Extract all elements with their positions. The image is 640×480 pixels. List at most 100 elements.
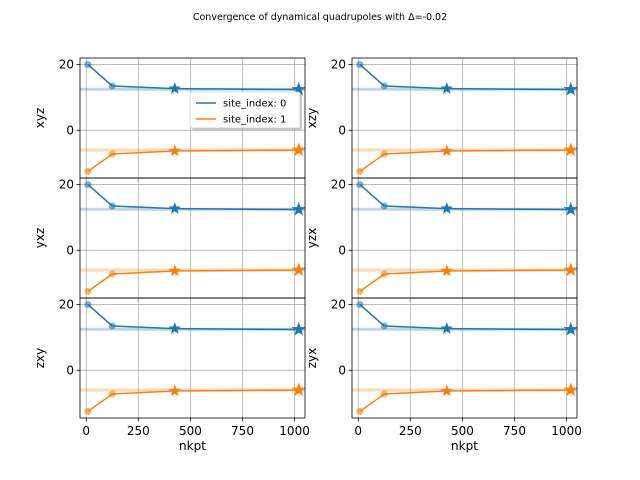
legend: site_index: 0 site_index: 1 (189, 91, 302, 130)
data-point-star (168, 144, 181, 157)
data-point-star (168, 82, 181, 94)
y-tick-label: 0 (338, 243, 346, 257)
axes-frame (351, 297, 578, 419)
data-point (108, 322, 116, 330)
legend-box (189, 91, 301, 129)
data-point (356, 61, 364, 69)
data-point (356, 181, 364, 189)
data-point (84, 407, 92, 415)
data-point-star (291, 262, 306, 277)
data-point (356, 167, 364, 175)
subplot-zxy: 20 0 0 250 500 750 1000 zxy nkpt (33, 298, 310, 453)
y-axis-label: yxz (33, 228, 47, 249)
data-point (380, 82, 388, 90)
y-axis-label: yzx (305, 228, 319, 249)
data-point (356, 407, 364, 415)
data-point-star (440, 264, 453, 277)
data-point (108, 390, 116, 398)
subplot-xyz: 20 0 xyz (33, 58, 306, 182)
y-tick-label: 20 (59, 298, 74, 312)
y-axis-label: zyx (305, 348, 319, 369)
series-line (359, 304, 571, 331)
y-axis-label: xyz (33, 108, 47, 129)
data-point-star (168, 384, 181, 397)
y-tick-label: 20 (59, 58, 74, 72)
data-point-star (440, 144, 453, 157)
data-point-star (291, 322, 306, 336)
series-line (87, 389, 299, 413)
data-point (84, 287, 92, 295)
data-point-star (291, 82, 306, 96)
data-point (108, 150, 116, 158)
y-tick-label: 0 (66, 123, 74, 137)
y-tick-label: 20 (59, 178, 74, 192)
series-line (87, 269, 299, 293)
x-axis-label: nkpt (179, 439, 206, 453)
data-point-star (291, 382, 306, 397)
data-point-star (440, 82, 453, 94)
axes-frame (79, 297, 306, 419)
y-tick-label: 0 (66, 243, 74, 257)
series-line (87, 149, 299, 173)
data-point-star (440, 384, 453, 397)
data-point-star (563, 82, 578, 96)
x-tick-label: 750 (231, 424, 254, 438)
y-tick-label: 0 (338, 363, 346, 377)
data-point-star (168, 322, 181, 334)
data-point (84, 181, 92, 189)
x-tick-label: 1000 (279, 424, 310, 438)
subplot-xzy: 20 0 xzy (305, 58, 578, 182)
series-line (359, 149, 571, 173)
data-point (380, 150, 388, 158)
chart-title: Convergence of dynamical quadrupoles wit… (193, 12, 447, 23)
data-point (380, 322, 388, 330)
data-point-star (291, 142, 306, 157)
y-tick-label: 0 (66, 363, 74, 377)
x-tick-label: 250 (399, 424, 422, 438)
x-tick-label: 500 (451, 424, 474, 438)
series-line (359, 64, 571, 91)
y-axis-label: xzy (305, 108, 319, 129)
data-point (84, 61, 92, 69)
x-tick-label: 1000 (551, 424, 582, 438)
data-point-star (440, 202, 453, 214)
data-point (84, 167, 92, 175)
data-point (108, 202, 116, 210)
x-tick-label: 0 (354, 424, 362, 438)
subplot-yxz: 20 0 yxz (33, 178, 306, 302)
data-point-star (168, 264, 181, 277)
x-tick-label: 0 (82, 424, 90, 438)
data-point-star (563, 322, 578, 336)
series-line (359, 389, 571, 413)
data-point-star (168, 202, 181, 214)
y-tick-label: 0 (338, 123, 346, 137)
y-tick-label: 20 (331, 298, 346, 312)
data-point-star (563, 382, 578, 397)
y-axis-label: zxy (33, 348, 47, 369)
y-tick-label: 20 (331, 58, 346, 72)
x-axis-label: nkpt (451, 439, 478, 453)
data-point-star (563, 142, 578, 157)
data-point-star (291, 202, 306, 216)
x-tick-label: 250 (127, 424, 150, 438)
data-point (380, 390, 388, 398)
y-tick-label: 20 (331, 178, 346, 192)
data-point (84, 301, 92, 309)
series-line (359, 184, 571, 211)
series-line (87, 184, 299, 211)
data-point-star (440, 322, 453, 334)
legend-label: site_index: 0 (223, 99, 286, 110)
subplot-zyx: 20 0 0 250 500 750 1000 zyx nkpt (305, 298, 582, 453)
legend-label: site_index: 1 (223, 115, 286, 126)
data-point-star (563, 202, 578, 216)
data-point (356, 301, 364, 309)
x-tick-label: 750 (503, 424, 526, 438)
data-point (108, 82, 116, 90)
data-point (380, 270, 388, 278)
data-point-star (563, 262, 578, 277)
data-point (356, 287, 364, 295)
series-line (359, 269, 571, 293)
x-tick-label: 500 (179, 424, 202, 438)
series-line (87, 64, 299, 91)
